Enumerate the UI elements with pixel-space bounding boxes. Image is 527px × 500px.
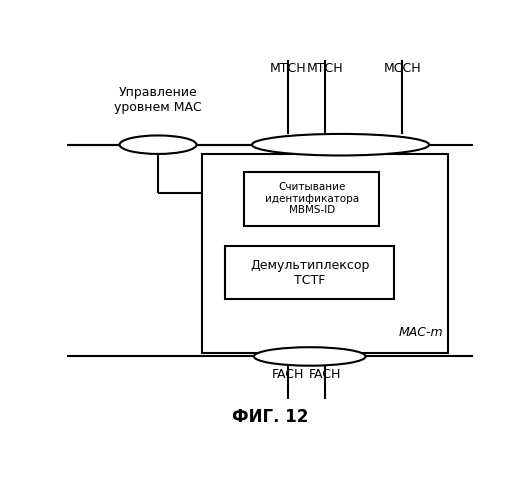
Text: МССН: МССН	[383, 62, 421, 76]
Bar	[245, 172, 379, 226]
Bar	[225, 246, 394, 298]
Text: МТСН: МТСН	[270, 62, 307, 76]
Text: Считывание
идентификатора
MBMS-ID: Считывание идентификатора MBMS-ID	[265, 182, 359, 215]
Text: MAC-m: MAC-m	[398, 326, 443, 338]
Ellipse shape	[254, 347, 366, 366]
Ellipse shape	[252, 134, 429, 156]
Text: ФИГ. 12: ФИГ. 12	[231, 408, 308, 426]
Bar	[202, 154, 448, 352]
Ellipse shape	[120, 136, 197, 154]
Text: FACH: FACH	[272, 368, 305, 381]
Text: Управление
уровнем МАС: Управление уровнем МАС	[114, 86, 202, 114]
Text: МТСН: МТСН	[307, 62, 344, 76]
Text: FACH: FACH	[309, 368, 341, 381]
Text: Демультиплексор
ТСТF: Демультиплексор ТСТF	[250, 258, 369, 286]
